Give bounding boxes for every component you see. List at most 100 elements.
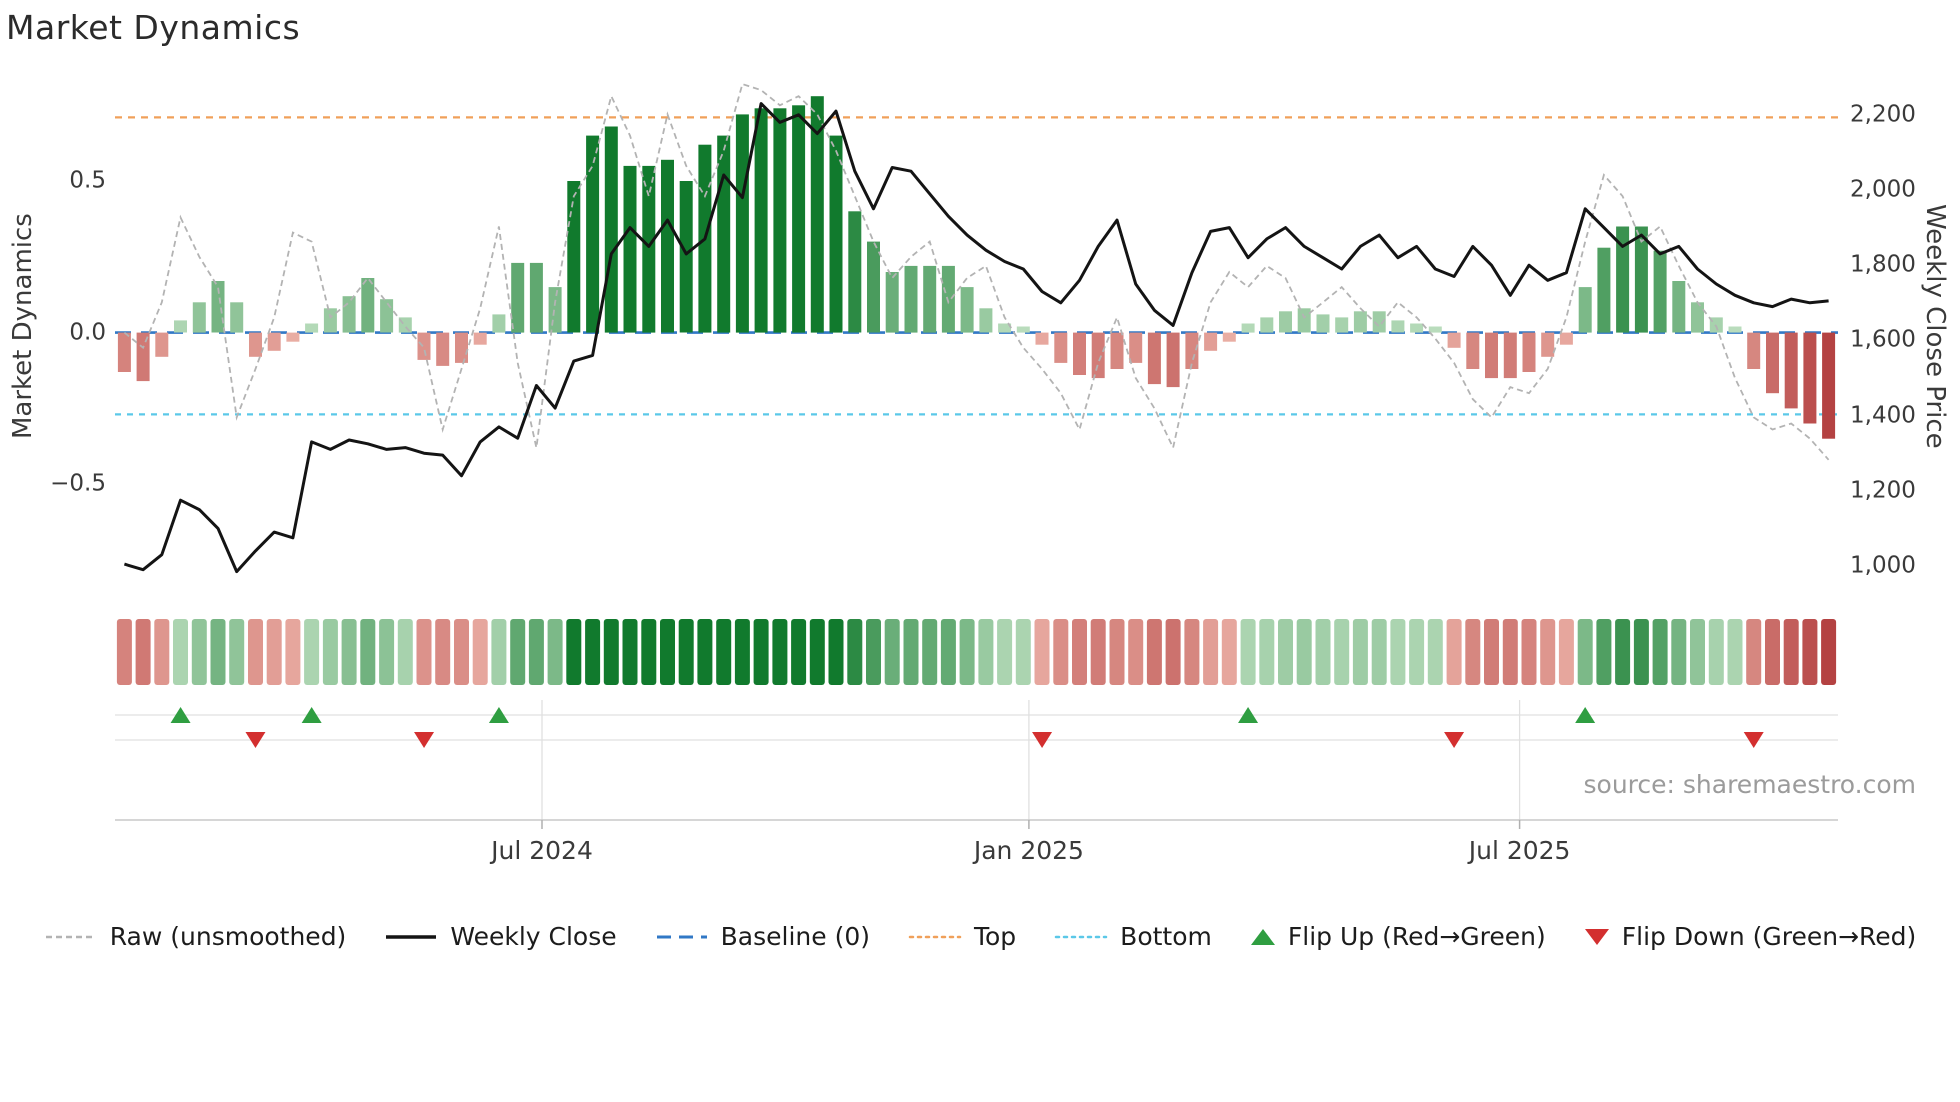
heatmap-cell <box>922 619 938 685</box>
heatmap-cell <box>1334 619 1350 685</box>
heatmap-cell <box>1053 619 1069 685</box>
legend-label: Bottom <box>1120 922 1212 951</box>
heatmap-cell <box>454 619 469 685</box>
heatmap-cell <box>1465 619 1481 685</box>
heatmap-cell <box>585 619 601 685</box>
oscillator-bar <box>1279 311 1292 333</box>
heatmap-cell <box>1446 619 1462 685</box>
heatmap-cell <box>1746 619 1762 685</box>
heatmap-cell <box>603 619 619 685</box>
oscillator-bar <box>1260 317 1274 333</box>
heatmap-cell <box>1577 619 1593 685</box>
oscillator-bar <box>1147 332 1161 385</box>
heatmap-cell <box>435 619 451 685</box>
oscillator-bar <box>1747 332 1761 369</box>
heatmap-cell <box>154 619 170 685</box>
oscillator-bar <box>604 126 618 333</box>
heatmap-cell <box>191 619 207 685</box>
heatmap-cell <box>1521 619 1537 685</box>
oscillator-bar <box>1016 326 1030 333</box>
flip-down-marker <box>1743 732 1764 748</box>
page-title: Market Dynamics <box>6 8 301 47</box>
heatmap-cell <box>1783 619 1799 685</box>
heatmap-cell <box>1278 619 1293 685</box>
heatmap-cell <box>641 619 657 685</box>
oscillator-bar <box>1335 317 1349 333</box>
heatmap-cell <box>1502 619 1518 685</box>
oscillator-bar <box>1241 323 1255 333</box>
heatmap-cell <box>566 619 582 685</box>
heatmap-cell <box>1652 619 1668 685</box>
heatmap-cell <box>1315 619 1331 685</box>
oscillator-bar <box>230 302 244 333</box>
heatmap-cell <box>1484 619 1499 685</box>
oscillator-bar <box>567 181 581 333</box>
flip-up-marker <box>488 707 509 723</box>
oscillator-bar <box>1035 332 1049 345</box>
oscillator-bar <box>1054 332 1068 363</box>
oscillator-bar <box>1466 332 1480 369</box>
heatmap-cell <box>510 619 526 685</box>
y-tick-label-right: 1,200 <box>1850 477 1916 504</box>
heatmap-cell <box>135 619 151 685</box>
heatmap-cell <box>622 619 638 685</box>
flip-down-marker <box>245 732 266 748</box>
heatmap-cell <box>1390 619 1406 685</box>
oscillator-bar <box>1073 332 1086 375</box>
legend: Raw (unsmoothed) Weekly Close Baseline (… <box>0 922 1960 951</box>
heatmap-cell <box>248 619 263 685</box>
oscillator-bar <box>661 159 674 333</box>
long-dash-line-icon <box>656 935 707 938</box>
heatmap-cell <box>1015 619 1031 685</box>
heatmap-cell <box>266 619 282 685</box>
oscillator-bar <box>361 278 375 333</box>
legend-label: Flip Down (Green→Red) <box>1621 922 1917 951</box>
oscillator-bar <box>904 265 918 333</box>
heatmap-cell <box>322 619 338 685</box>
oscillator-bar <box>1653 250 1667 333</box>
heatmap-cell <box>753 619 769 685</box>
heatmap-cell <box>1671 619 1687 685</box>
heatmap-cell <box>1765 619 1780 685</box>
heatmap-cell <box>1203 619 1219 685</box>
heatmap-cell <box>1352 619 1368 685</box>
heatmap-cell <box>173 619 188 685</box>
legend-label: Top <box>973 922 1017 951</box>
oscillator-bar <box>754 108 768 333</box>
oscillator-bar <box>717 135 731 333</box>
y-tick-label-right: 2,000 <box>1850 176 1916 203</box>
oscillator-bar <box>829 135 843 333</box>
oscillator-bar <box>1485 332 1498 379</box>
oscillator-bar <box>923 265 937 333</box>
oscillator-bar <box>249 332 262 357</box>
y-tick-label-right: 2,200 <box>1850 101 1916 128</box>
x-tick-label: Jan 2025 <box>973 836 1084 865</box>
heatmap-cell <box>1146 619 1162 685</box>
x-tick-label: Jul 2024 <box>491 836 593 865</box>
heatmap-cell <box>341 619 357 685</box>
oscillator-bar <box>436 332 450 366</box>
oscillator-bar <box>1297 308 1311 333</box>
heatmap-cell <box>959 619 975 685</box>
y-tick-label-right: 1,400 <box>1850 402 1916 429</box>
oscillator-bar <box>1428 326 1442 333</box>
oscillator-bar <box>1110 332 1124 369</box>
heatmap-cell <box>416 619 432 685</box>
oscillator-bar <box>417 332 431 360</box>
flip-up-marker <box>170 707 191 723</box>
heatmap-cell <box>1240 619 1256 685</box>
oscillator-bar <box>998 323 1012 333</box>
oscillator-bar <box>1541 332 1555 357</box>
y-tick-label-left: 0.0 <box>69 319 106 346</box>
y-tick-label-left: −0.5 <box>50 470 106 497</box>
heatmap-cell <box>285 619 301 685</box>
heatmap-cell <box>1540 619 1556 685</box>
heatmap-cell <box>1090 619 1106 685</box>
heatmap-cell <box>1184 619 1200 685</box>
oscillator-bar <box>885 272 899 333</box>
heatmap-cell <box>884 619 900 685</box>
oscillator-bar <box>642 165 656 333</box>
source-text: source: sharemaestro.com <box>1583 770 1917 799</box>
heatmap-cell <box>828 619 844 685</box>
